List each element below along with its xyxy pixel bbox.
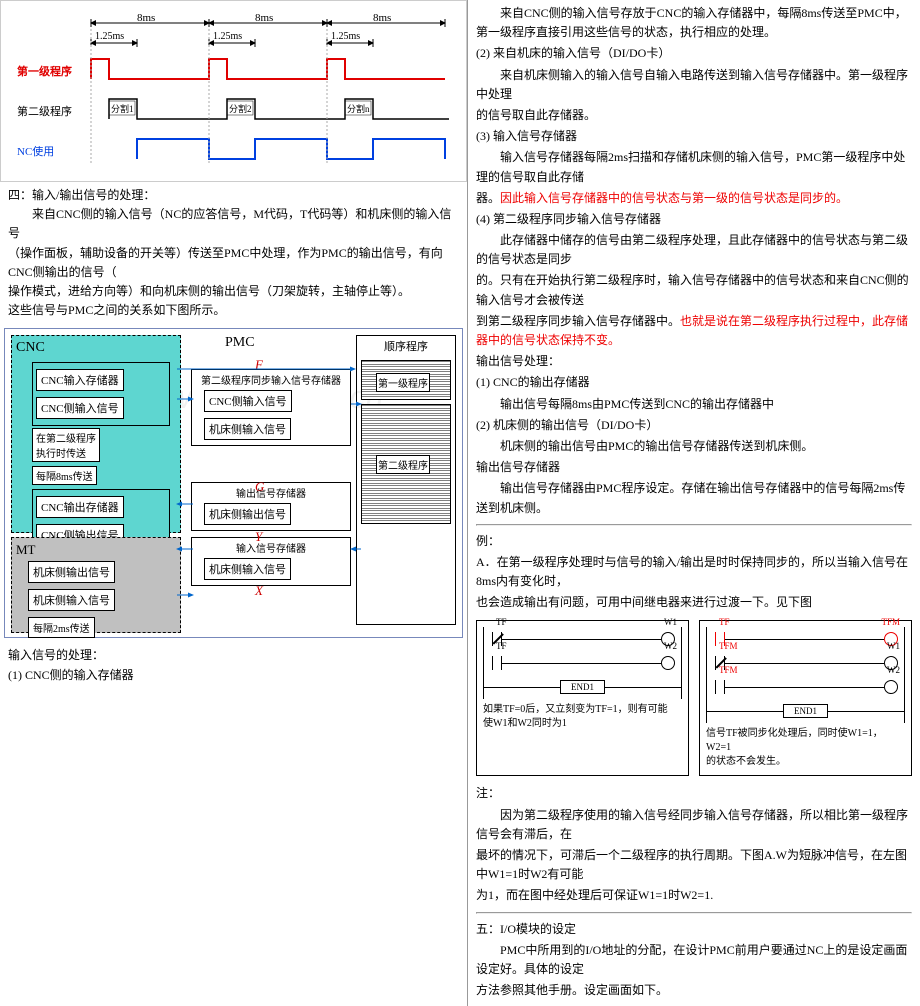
- svg-text:分割1: 分割1: [111, 103, 134, 114]
- seq-title: 顺序程序: [357, 336, 455, 356]
- cnc-out-store: CNC输出存储器: [36, 496, 124, 518]
- r-notec: 为1，而在图中经处理后可保证W1=1时W2=1.: [476, 886, 912, 905]
- r-o1a: 输出信号每隔8ms由PMC传送到CNC的输出存储器中: [476, 395, 912, 414]
- svg-text:1.25ms: 1.25ms: [331, 31, 360, 42]
- letter-x: X: [255, 583, 263, 599]
- cnc-note2: 每隔8ms传送: [32, 466, 97, 485]
- cnc-in-sig: CNC侧输入信号: [36, 397, 124, 419]
- p3: 操作模式，进给方向等）和向机床侧的输出信号（刀架旋转，主轴停止等）。: [8, 282, 459, 301]
- heading-4: 四：输入/输出信号的处理：: [8, 186, 459, 205]
- mt-box: MT 机床侧输出信号 机床侧输入信号 每隔2ms传送: [11, 537, 181, 633]
- letter-y: Y: [255, 529, 262, 545]
- out-store-title: 输出信号存储器: [194, 485, 348, 500]
- timing-diagram: 8ms 8ms 8ms 1.25ms 1.25ms 1.25ms 第一级程序 第二级…: [0, 0, 467, 182]
- r-p2a: 来自机床侧输入的输入信号自输入电路传送到输入信号存储器中。第一级程序中处理: [476, 66, 912, 104]
- r-o1h: (1) CNC的输出存储器: [476, 373, 912, 392]
- seq-program-box: 顺序程序 第一级程序 第二级程序: [356, 335, 456, 625]
- r-exb: 也会造成输出有问题，可用中间继电器来进行过渡一下。见下图: [476, 593, 912, 612]
- svg-text:分割2: 分割2: [229, 103, 252, 114]
- r-noteh: 注：: [476, 784, 912, 803]
- ladder-left-caption: 如果TF=0后，又立刻变为TF=1，则有可能使W1和W2同时为1: [483, 703, 682, 731]
- letter-f: F: [255, 357, 263, 373]
- svg-text:1.25ms: 1.25ms: [95, 31, 124, 42]
- r-exh: 例：: [476, 532, 912, 551]
- cnc-label: CNC: [16, 340, 176, 356]
- sync-store: 第二级程序同步输入信号存储器 CNC侧输入信号 机床侧输入信号: [191, 369, 351, 446]
- r-p2b: 的信号取自此存储器。: [476, 106, 912, 125]
- in-item: 机床侧输入信号: [204, 558, 291, 580]
- in-store: 输入信号存储器 机床侧输入信号: [191, 537, 351, 586]
- p4: 这些信号与PMC之间的关系如下图所示。: [8, 301, 459, 320]
- seq-l1-label: 第一级程序: [376, 373, 430, 392]
- ladder-right: TFTFM TFMW1 TFMW2 END1 信号TF被同步化处理后，同时使W1…: [699, 620, 912, 776]
- r-sec5h: 五：I/O模块的设定: [476, 920, 912, 939]
- r-p2h: (2) 来自机床的输入信号（DI/DO卡）: [476, 44, 912, 63]
- mt-label: MT: [16, 542, 176, 558]
- r-p4b: 的。只有在开始执行第二级程序时，输入信号存储器中的信号状态和来自CNC侧的输入信…: [476, 271, 912, 309]
- left-column: 8ms 8ms 8ms 1.25ms 1.25ms 1.25ms 第一级程序 第二级…: [0, 0, 468, 1006]
- r-p4line: 到第二级程序同步输入信号存储器中。也就是说在第二级程序执行过程中，此存储器中的信…: [476, 312, 912, 350]
- seq-level2: 第二级程序: [361, 404, 451, 524]
- svg-text:第二级程序: 第二级程序: [17, 104, 72, 118]
- letter-g: G: [255, 479, 264, 495]
- footer2: (1) CNC侧的输入存储器: [8, 666, 459, 685]
- r-notea: 因为第二级程序使用的输入信号经同步输入信号存储器，所以相比第一级程序信号会有滞后…: [476, 806, 912, 844]
- r-o3h: 输出信号存储器: [476, 458, 912, 477]
- r-noteb: 最坏的情况下，可滞后一个二级程序的执行周期。下图A.W为短脉冲信号，在左图中W1…: [476, 846, 912, 884]
- r-p4h: (4) 第二级程序同步输入信号存储器: [476, 210, 912, 229]
- r-o2h: (2) 机床侧的输出信号（DI/DO卡）: [476, 416, 912, 435]
- timing-svg: 8ms 8ms 8ms 1.25ms 1.25ms 1.25ms 第一级程序 第二级…: [9, 9, 459, 169]
- r-sec5b: 方法参照其他手册。设定画面如下。: [476, 981, 912, 1000]
- period-2: 8ms: [255, 12, 273, 24]
- ladder-left: TFW1 TFW2 END1 如果TF=0后，又立刻变为TF=1，则有可能使W1…: [476, 620, 689, 776]
- footer1: 输入信号的处理：: [8, 646, 459, 665]
- in-store-title: 输入信号存储器: [194, 540, 348, 555]
- svg-text:1.25ms: 1.25ms: [213, 31, 242, 42]
- middle-boxes: 第二级程序同步输入信号存储器 CNC侧输入信号 机床侧输入信号 输出信号存储器 …: [191, 369, 351, 592]
- right-column: 来自CNC侧的输入信号存放于CNC的输入存储器中，每隔8ms传送至PMC中，第一…: [468, 0, 920, 1006]
- mt-note: 每隔2ms传送: [28, 617, 95, 638]
- section-4-text: 四：输入/输出信号的处理： 来自CNC侧的输入信号（NC的应答信号，M代码，T代…: [0, 182, 467, 324]
- cnc-note1: 在第二级程序执行时传送: [32, 428, 100, 462]
- r-p3-red: 因此输入信号存储器中的信号状态与第一级的信号状态是同步的。: [500, 191, 848, 205]
- sync-title: 第二级程序同步输入信号存储器: [194, 372, 348, 387]
- block-diagram: www.**in.com.cn CNC CNC输入存储器 CNC侧输入信号 在第…: [4, 328, 463, 638]
- r-p4a: 此存储器中储存的信号由第二级程序处理，且此存储器中的信号状态与第二级的信号状态是…: [476, 231, 912, 269]
- r-p1: 来自CNC侧的输入信号存放于CNC的输入存储器中，每隔8ms传送至PMC中，第一…: [476, 4, 912, 42]
- cnc-in-store: CNC输入存储器: [36, 369, 124, 391]
- svg-text:第一级程序: 第一级程序: [17, 64, 72, 78]
- seq-level1: 第一级程序: [361, 360, 451, 400]
- sync-mt: 机床侧输入信号: [204, 418, 291, 440]
- seq-l2-label: 第二级程序: [376, 455, 430, 474]
- r-p3h: (3) 输入信号存储器: [476, 127, 912, 146]
- mt-out: 机床侧输出信号: [28, 561, 115, 583]
- sync-cnc: CNC侧输入信号: [204, 390, 292, 412]
- period-1: 8ms: [137, 12, 155, 24]
- r-sec5a: PMC中所用到的I/O地址的分配，在设计PMC前用户要通过NC上的是设定画面设定…: [476, 941, 912, 979]
- p2: （操作面板，辅助设备的开关等）传送至PMC中处理，作为PMC的输出信号，有向CN…: [8, 244, 459, 282]
- p1: 来自CNC侧的输入信号（NC的应答信号，M代码，T代码等）和机床侧的输入信号: [8, 205, 459, 243]
- mt-in: 机床侧输入信号: [28, 589, 115, 611]
- svg-text:NC使用: NC使用: [17, 145, 54, 158]
- out-store: 输出信号存储器 机床侧输出信号: [191, 482, 351, 531]
- out-item: 机床侧输出信号: [204, 503, 291, 525]
- cnc-box: CNC CNC输入存储器 CNC侧输入信号 在第二级程序执行时传送 每隔8ms传…: [11, 335, 181, 533]
- footer-text: 输入信号的处理： (1) CNC侧的输入存储器: [0, 642, 467, 688]
- pmc-label: PMC: [225, 335, 255, 351]
- r-outh: 输出信号处理：: [476, 352, 912, 371]
- period-3: 8ms: [373, 12, 391, 24]
- ladder-right-caption: 信号TF被同步化处理后，同时使W1=1，W2=1的状态不会发生。: [706, 727, 905, 769]
- ladder-diagrams: TFW1 TFW2 END1 如果TF=0后，又立刻变为TF=1，则有可能使W1…: [476, 620, 912, 776]
- r-o2a: 机床侧的输出信号由PMC的输出信号存储器传送到机床侧。: [476, 437, 912, 456]
- r-p3a: 输入信号存储器每隔2ms扫描和存储机床侧的输入信号，PMC第一级程序中处理的信号…: [476, 148, 912, 186]
- r-exa: A．在第一级程序处理时与信号的输入/输出是时时保持同步的，所以当输入信号在8ms…: [476, 553, 912, 591]
- svg-text:分割n: 分割n: [347, 103, 370, 114]
- r-p3line: 器。因此输入信号存储器中的信号状态与第一级的信号状态是同步的。: [476, 189, 912, 208]
- r-o3a: 输出信号存储器由PMC程序设定。存储在输出信号存储器中的信号每隔2ms传送到机床…: [476, 479, 912, 517]
